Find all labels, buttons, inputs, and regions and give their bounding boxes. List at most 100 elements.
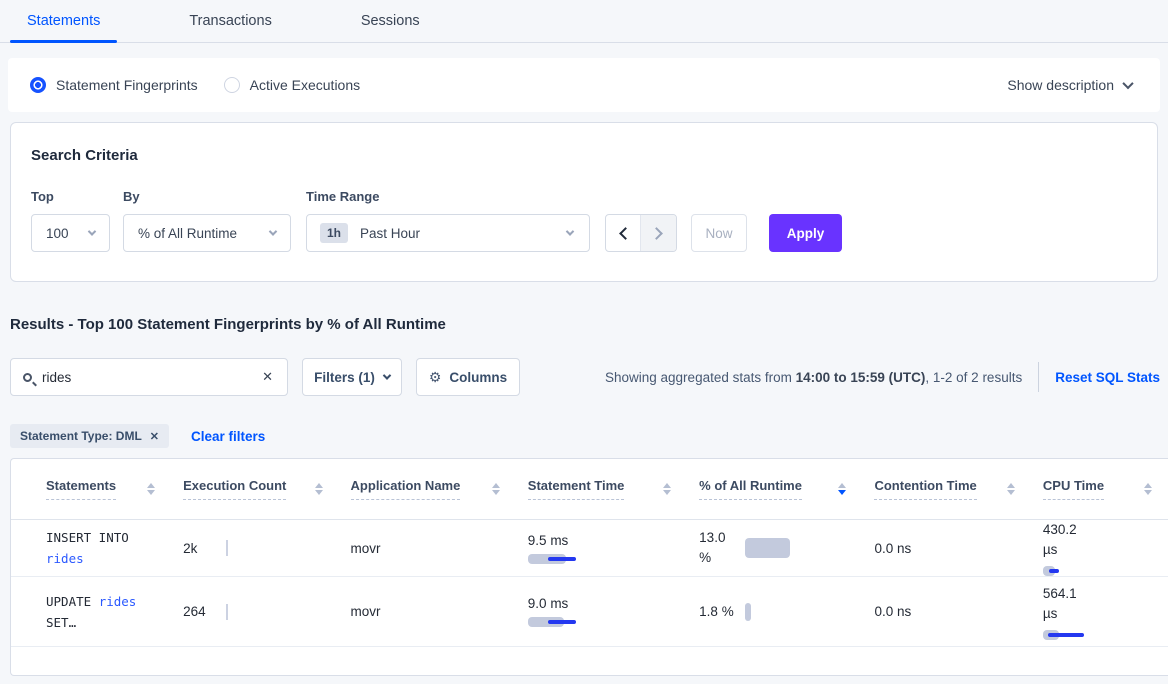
divider: [1038, 362, 1040, 392]
application-name-cell: movr: [350, 540, 381, 556]
chevron-down-icon: [87, 227, 97, 236]
top-label: Top: [31, 189, 54, 204]
show-description-label: Show description: [1007, 77, 1114, 93]
tab-sessions[interactable]: Sessions: [360, 12, 420, 29]
tab-transactions[interactable]: Transactions: [189, 12, 272, 29]
radio-unselected-icon: [223, 77, 240, 93]
sort-icon[interactable]: [1144, 483, 1152, 495]
columns-button[interactable]: ⚙ Columns: [416, 358, 520, 396]
statement-time-cell: 9.5 ms: [527, 532, 699, 564]
top-select-value: 100: [46, 225, 69, 241]
statement-text: SET…: [46, 614, 77, 630]
page-tabs: Statements Transactions Sessions: [0, 0, 1168, 43]
statement-time-cell: 9.0 ms: [527, 596, 699, 627]
column-header-application-name[interactable]: Application Name: [350, 478, 528, 500]
tab-statements[interactable]: Statements: [10, 0, 118, 43]
statement-time-bar: [527, 553, 699, 564]
results-controls-row: ✕ Filters (1) ⚙ Columns Showing aggregat…: [10, 358, 1160, 396]
search-criteria-card: Search Criteria Top By Time Range 100 % …: [10, 122, 1158, 282]
search-icon: [23, 372, 32, 382]
statement-text: INSERT INTO: [46, 530, 129, 545]
columns-button-label: Columns: [449, 369, 508, 385]
show-description-toggle[interactable]: Show description: [1007, 77, 1134, 93]
clear-search-icon[interactable]: ✕: [262, 369, 273, 384]
contention-time-cell: 0.0 ns: [874, 540, 912, 556]
statement-time-value: 9.5 ms: [527, 532, 569, 548]
column-header-execution-count[interactable]: Execution Count: [183, 478, 350, 500]
chevron-down-icon: [268, 227, 278, 236]
clear-filters-link[interactable]: Clear filters: [191, 428, 266, 444]
stats-suffix: , 1-2 of 2 results: [925, 369, 1023, 385]
sort-icon[interactable]: [491, 483, 500, 495]
filter-chips-row: Statement Type: DML ✕ Clear filters: [10, 424, 265, 448]
search-input[interactable]: [42, 369, 261, 385]
sort-icon[interactable]: [314, 483, 323, 495]
column-header-label: CPU Time: [1042, 478, 1105, 500]
column-header--of-all-runtime[interactable]: % of All Runtime: [699, 478, 874, 500]
statement-time-value: 9.0 ms: [527, 596, 569, 611]
statement-cell[interactable]: UPDATE rides SET…: [46, 591, 183, 633]
table-header-row: Statements Execution Count Application Nam…: [11, 459, 1168, 520]
prev-time-button[interactable]: [606, 215, 642, 251]
pct-runtime-value: 1.8 %: [699, 603, 734, 619]
cpu-time-bar: [1042, 629, 1103, 640]
sort-icon[interactable]: [147, 483, 156, 495]
cpu-time-bar: [1042, 566, 1103, 576]
time-range-value: Past Hour: [360, 225, 421, 241]
apply-button[interactable]: Apply: [769, 214, 842, 252]
column-header-label: Execution Count: [183, 478, 287, 500]
cpu-time-value: 564.1 µs: [1042, 585, 1077, 621]
radio-statement-fingerprints[interactable]: Statement Fingerprints: [30, 77, 198, 93]
contention-time-cell: 0.0 ns: [874, 604, 912, 619]
pct-runtime-bar: [745, 538, 791, 558]
cpu-time-cell: 564.1 µs: [1042, 584, 1168, 640]
pct-runtime-bar: [745, 602, 752, 621]
execution-count-bar: [226, 603, 229, 620]
next-time-button[interactable]: [641, 215, 676, 251]
top-select[interactable]: 100: [31, 214, 110, 252]
sort-icon[interactable]: [838, 483, 847, 495]
statement-text: UPDATE: [46, 593, 99, 609]
column-header-label: Statement Time: [527, 478, 625, 500]
chevron-down-icon: [1122, 77, 1134, 90]
time-range-select[interactable]: 1h Past Hour: [306, 214, 590, 252]
chevron-right-icon: [650, 226, 663, 240]
column-header-cpu-time[interactable]: CPU Time: [1042, 478, 1168, 500]
stats-prefix: Showing aggregated stats from: [605, 369, 796, 385]
reset-sql-stats-link[interactable]: Reset SQL Stats: [1055, 369, 1160, 385]
sort-icon[interactable]: [663, 483, 672, 495]
by-label: By: [123, 189, 140, 204]
by-select[interactable]: % of All Runtime: [123, 214, 291, 252]
filters-button[interactable]: Filters (1): [302, 358, 402, 396]
results-heading: Results - Top 100 Statement Fingerprints…: [10, 316, 446, 333]
column-header-statements[interactable]: Statements: [46, 478, 183, 500]
results-search-box[interactable]: ✕: [10, 358, 288, 396]
column-header-label: Application Name: [350, 478, 461, 500]
column-header-label: Contention Time: [874, 478, 977, 500]
sort-icon[interactable]: [1006, 483, 1015, 495]
table-row[interactable]: UPDATE rides SET… 264 movr 9.0 ms 1.8 % 0…: [11, 577, 1168, 647]
pct-runtime-cell: 1.8 %: [699, 602, 874, 622]
filter-chip-statement-type[interactable]: Statement Type: DML ✕: [10, 424, 170, 448]
remove-filter-icon[interactable]: ✕: [149, 430, 160, 443]
pct-runtime-value: 13.0 %: [699, 530, 726, 565]
column-header-contention-time[interactable]: Contention Time: [874, 478, 1042, 500]
aggregated-stats-text: Showing aggregated stats from 14:00 to 1…: [605, 370, 1022, 385]
search-criteria-title: Search Criteria: [31, 147, 138, 164]
pct-runtime-cell: 13.0 %: [699, 528, 874, 568]
statement-table-link[interactable]: rides: [46, 551, 84, 566]
table-row[interactable]: INSERT INTO rides 2k movr 9.5 ms 13.0 % 0…: [11, 520, 1168, 577]
column-header-label: % of All Runtime: [699, 478, 802, 500]
statement-cell[interactable]: INSERT INTO rides: [46, 527, 183, 569]
time-nav-group: [605, 214, 677, 252]
execution-count-bar: [226, 540, 229, 556]
statements-table: Statements Execution Count Application Nam…: [10, 458, 1168, 676]
stats-range: 14:00 to 15:59 (UTC): [795, 369, 926, 385]
now-button[interactable]: Now: [691, 214, 747, 252]
statement-table-link[interactable]: rides: [98, 593, 137, 609]
radio-selected-icon: [30, 77, 46, 93]
radio-active-executions[interactable]: Active Executions: [223, 77, 360, 93]
view-toggle-band: Statement Fingerprints Active Executions…: [8, 58, 1160, 112]
column-header-statement-time[interactable]: Statement Time: [527, 478, 699, 500]
